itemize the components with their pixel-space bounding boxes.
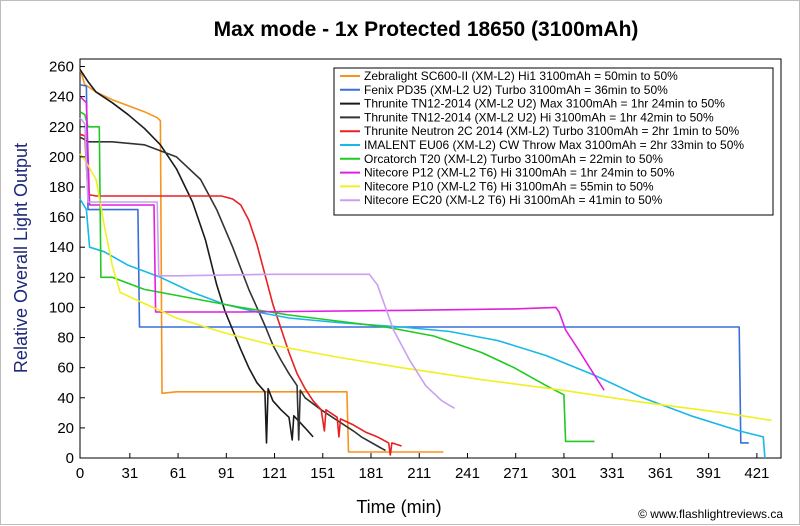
y-tick-label: 240 [49, 89, 74, 106]
x-tick-label: 61 [170, 465, 187, 482]
x-tick-label: 151 [310, 465, 335, 482]
legend-items: Zebralight SC600-II (XM-L2) Hi1 3100mAh … [340, 69, 744, 207]
credit-text: © www.flashlightreviews.ca [638, 507, 783, 521]
x-tick-label: 211 [407, 465, 431, 482]
series-line-10 [79, 117, 456, 409]
y-tick-label: 0 [66, 450, 74, 467]
x-tick-label: 181 [358, 465, 383, 482]
x-tick-label: 301 [551, 465, 576, 482]
series-line-8 [79, 96, 605, 391]
legend-entry: Thrunite TN12-2014 (XM-L2 U2) Hi 3100mAh… [364, 110, 714, 124]
legend-entry: Thrunite TN12-2014 (XM-L2 U2) Max 3100mA… [364, 97, 725, 111]
y-tick-label: 180 [49, 179, 74, 196]
legend-entry: Nitecore P12 (XM-L2 T6) Hi 3100mAh = 1hr… [364, 166, 675, 180]
series-line-6 [79, 198, 766, 459]
x-tick-label: 361 [648, 465, 673, 482]
legend-entry: Nitecore P10 (XM-L2 T6) Hi 3100mAh = 55m… [364, 179, 654, 193]
legend-entry: Zebralight SC600-II (XM-L2) Hi1 3100mAh … [364, 69, 678, 83]
y-axis-label: Relative Overall Light Output [11, 143, 31, 373]
x-tick-label: 121 [262, 465, 287, 482]
y-tick-label: 20 [57, 420, 74, 437]
legend-entry: Thrunite Neutron 2C 2014 (XM-L2) Turbo 3… [364, 124, 740, 138]
series-layer [79, 69, 772, 459]
x-tick-label: 241 [455, 465, 480, 482]
x-tick-label: 331 [600, 465, 625, 482]
legend: Zebralight SC600-II (XM-L2) Hi1 3100mAh … [333, 67, 774, 216]
x-tick-label: 0 [76, 465, 84, 482]
series-line-2 [79, 83, 749, 444]
series-line-3 [79, 69, 314, 444]
y-tick-label: 120 [49, 269, 74, 286]
x-tick-label: 391 [696, 465, 721, 482]
y-tick-label: 260 [49, 59, 74, 76]
y-tick-label: 100 [49, 299, 74, 316]
legend-entry: Orcatorch T20 (XM-L2) Turbo 3100mAh = 22… [364, 152, 663, 166]
x-tick-label: 421 [744, 465, 769, 482]
legend-entry: Nitecore EC20 (XM-L2 T6) Hi 3100mAh = 41… [364, 193, 663, 207]
y-tick-label: 160 [49, 209, 74, 226]
series-line-5 [79, 133, 402, 456]
y-tick-label: 40 [57, 390, 74, 407]
chart-title: Max mode - 1x Protected 18650 (3100mAh) [214, 18, 639, 41]
series-line-7 [79, 111, 595, 443]
legend-entry: IMALENT EU06 (XM-L2) CW Throw Max 3100mA… [364, 138, 744, 152]
x-tick-label: 91 [218, 465, 235, 482]
x-tick-label: 271 [503, 465, 528, 482]
y-tick-label: 80 [57, 330, 74, 347]
series-line-9 [79, 153, 772, 422]
series-line-1 [79, 69, 444, 453]
y-tick-label: 200 [49, 149, 74, 166]
legend-entry: Fenix PD35 (XM-L2 U2) Turbo 3100mAh = 36… [364, 83, 668, 97]
y-tick-label: 140 [49, 239, 74, 256]
x-tick-label: 31 [121, 465, 138, 482]
y-tick-label: 220 [49, 119, 74, 136]
axis-layer: 0 20 40 60 80 100 120 140 160 180 200 220 240 260 0 31 6… [49, 59, 769, 482]
legend-box [333, 67, 774, 216]
y-tick-label: 60 [57, 360, 74, 377]
x-axis-label: Time (min) [356, 497, 441, 517]
